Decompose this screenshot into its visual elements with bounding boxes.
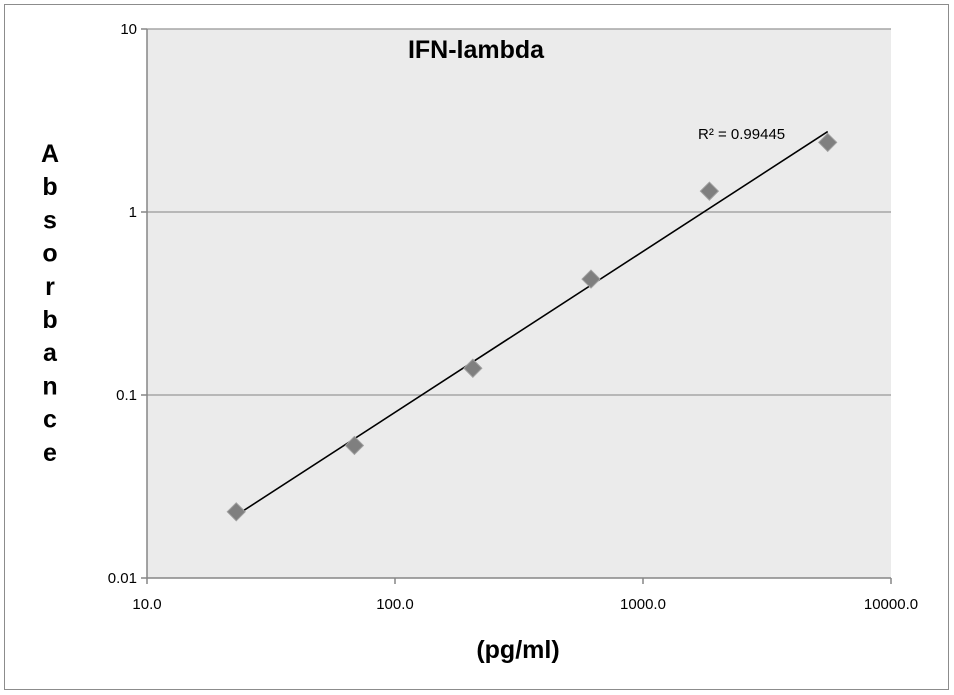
data-point: [226, 502, 246, 522]
chart-title: IFN-lambda: [408, 36, 545, 64]
r-squared-label: R² = 0.99445: [698, 126, 785, 143]
y-axis-title-letter: a: [43, 339, 58, 367]
x-axis-title: (pg/ml): [476, 636, 559, 664]
y-axis-title-letter: n: [42, 372, 57, 400]
y-axis-title-letter: o: [42, 240, 57, 268]
gridlines: [147, 28, 891, 396]
y-axis-title-letter: s: [43, 206, 57, 234]
data-point: [581, 269, 601, 289]
data-point: [463, 358, 483, 378]
plot-area: [147, 29, 891, 578]
x-tick-label: 100.0: [376, 596, 414, 613]
y-axis-title-letter: e: [43, 439, 57, 467]
axes: [141, 28, 892, 584]
y-axis-title-letter: r: [45, 273, 55, 301]
x-tick-label: 10.0: [132, 596, 161, 613]
y-tick-label: 0.01: [108, 570, 137, 587]
data-points: [226, 132, 838, 522]
y-axis-title-letter: b: [42, 173, 57, 201]
data-point: [699, 181, 720, 201]
y-tick-label: 10: [120, 21, 137, 38]
x-tick-label: 1000.0: [620, 596, 666, 613]
y-axis-title-letter: A: [41, 140, 59, 168]
y-tick-label: 1: [129, 204, 137, 221]
data-point: [817, 132, 838, 153]
data-point: [344, 435, 365, 456]
y-tick-labels: 0.01 0.1 1 10: [108, 21, 137, 587]
y-tick-label: 0.1: [116, 387, 137, 404]
x-tick-label: 10000.0: [864, 596, 918, 613]
y-axis-title-letter: b: [42, 306, 57, 334]
x-tick-labels: 10.0 100.0 1000.0 10000.0: [132, 596, 918, 613]
y-axis-title-letter: c: [43, 406, 57, 434]
trendline: [235, 130, 829, 517]
